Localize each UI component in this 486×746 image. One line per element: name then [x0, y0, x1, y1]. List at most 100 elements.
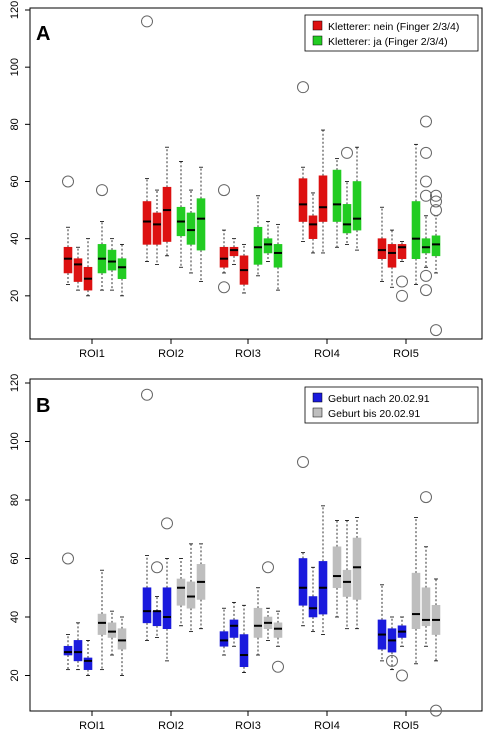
box-body [342, 569, 352, 597]
box-body [253, 607, 263, 638]
x-tick-label: ROI5 [393, 348, 419, 360]
box-roi1-6 [117, 243, 127, 297]
box-body [63, 645, 73, 656]
box-roi2-1 [141, 388, 153, 641]
box-body [107, 622, 117, 638]
box-roi5-5 [420, 115, 432, 297]
box-body [421, 238, 431, 254]
y-tick-label: 40 [9, 233, 21, 245]
box-roi3-6 [272, 610, 284, 673]
box-roi1-3 [83, 640, 93, 676]
outlier-point [62, 552, 74, 565]
plot-frame [29, 378, 483, 712]
panel-label: B [36, 395, 50, 417]
box-body [73, 640, 83, 662]
y-tick-label: 60 [9, 552, 21, 564]
box-roi5-1 [377, 206, 387, 282]
box-body [411, 572, 421, 630]
outlier-point [430, 195, 442, 208]
box-body [263, 238, 273, 254]
y-tick-label: 60 [9, 175, 21, 187]
outlier-point [161, 517, 173, 530]
legend-label: Geburt nach 20.02.91 [328, 393, 430, 405]
y-tick-label: 120 [9, 374, 21, 392]
outlier-point [151, 561, 163, 574]
outlier-point [386, 654, 398, 667]
box-roi4-6 [352, 517, 362, 630]
box-roi1-6 [117, 616, 127, 676]
box-body [332, 546, 342, 589]
y-tick-label: 20 [9, 290, 21, 302]
outlier-point [341, 146, 353, 159]
box-roi3-4 [253, 195, 263, 277]
box-roi3-2 [229, 238, 239, 265]
box-roi3-1 [219, 607, 229, 656]
box-roi4-2 [308, 566, 318, 633]
outlier-point [420, 189, 432, 202]
box-body [352, 181, 362, 231]
outlier-point [272, 660, 284, 673]
y-tick-label: 40 [9, 611, 21, 623]
box-roi5-1 [377, 584, 387, 662]
box-roi4-4 [332, 158, 342, 248]
box-roi2-2 [151, 561, 163, 638]
box-roi2-3 [161, 517, 173, 662]
box-roi4-5 [341, 146, 353, 245]
legend-swatch [312, 407, 323, 418]
outlier-point [396, 275, 408, 288]
box-body [229, 246, 239, 257]
legend-label: Kletterer: ja (Finger 2/3/4) [328, 36, 448, 48]
box-body [239, 634, 249, 668]
box-body [298, 178, 308, 222]
box-body [117, 258, 127, 279]
box-roi2-3 [162, 146, 172, 257]
box-body [107, 249, 117, 271]
box-body [142, 201, 152, 245]
box-body [219, 631, 229, 647]
legend-box [304, 14, 479, 52]
x-tick-label: ROI2 [158, 348, 184, 360]
box-roi5-6 [430, 189, 442, 337]
box-body [421, 587, 431, 627]
box-body [431, 235, 441, 257]
box-body [162, 186, 172, 242]
outlier-point [420, 269, 432, 282]
x-tick-label: ROI1 [79, 720, 105, 732]
y-tick-label: 120 [9, 1, 21, 19]
box-roi3-5 [262, 561, 274, 641]
box-roi4-6 [352, 146, 362, 251]
x-tick-label: ROI2 [158, 720, 184, 732]
outlier-point [420, 115, 432, 128]
y-tick-label: 20 [9, 669, 21, 681]
box-body [186, 212, 196, 245]
legend: Geburt nach 20.02.91 Geburt bis 20.02.91 [304, 386, 479, 424]
outlier-point [430, 324, 442, 337]
box-body [229, 619, 239, 638]
outlier-point [396, 669, 408, 682]
box-body [176, 578, 186, 606]
panel-B: B 20 40 60 80 100 120 ROI1 ROI2 ROI3 ROI4 ROI5 Gebur… [9, 374, 483, 732]
box-body [83, 657, 93, 670]
y-tick-label: 80 [9, 494, 21, 506]
box-roi5-4 [411, 143, 421, 285]
box-body [162, 587, 172, 630]
box-body [397, 244, 407, 259]
box-roi1-1 [62, 552, 74, 671]
box-roi3-2 [229, 601, 239, 647]
box-body [298, 558, 308, 606]
box-roi4-2 [308, 192, 318, 254]
panel-label: A [36, 23, 50, 45]
outlier-point [420, 284, 432, 297]
box-body [352, 537, 362, 600]
box-roi5-5 [420, 491, 432, 647]
box-roi1-1 [62, 175, 74, 285]
box-roi2-5 [186, 189, 196, 274]
outlier-point [62, 175, 74, 188]
box-body [253, 226, 263, 265]
box-roi5-6 [430, 578, 442, 717]
box-roi5-3 [396, 616, 408, 682]
y-tick-label: 80 [9, 118, 21, 130]
outlier-point [430, 189, 442, 202]
legend-box [304, 386, 479, 424]
